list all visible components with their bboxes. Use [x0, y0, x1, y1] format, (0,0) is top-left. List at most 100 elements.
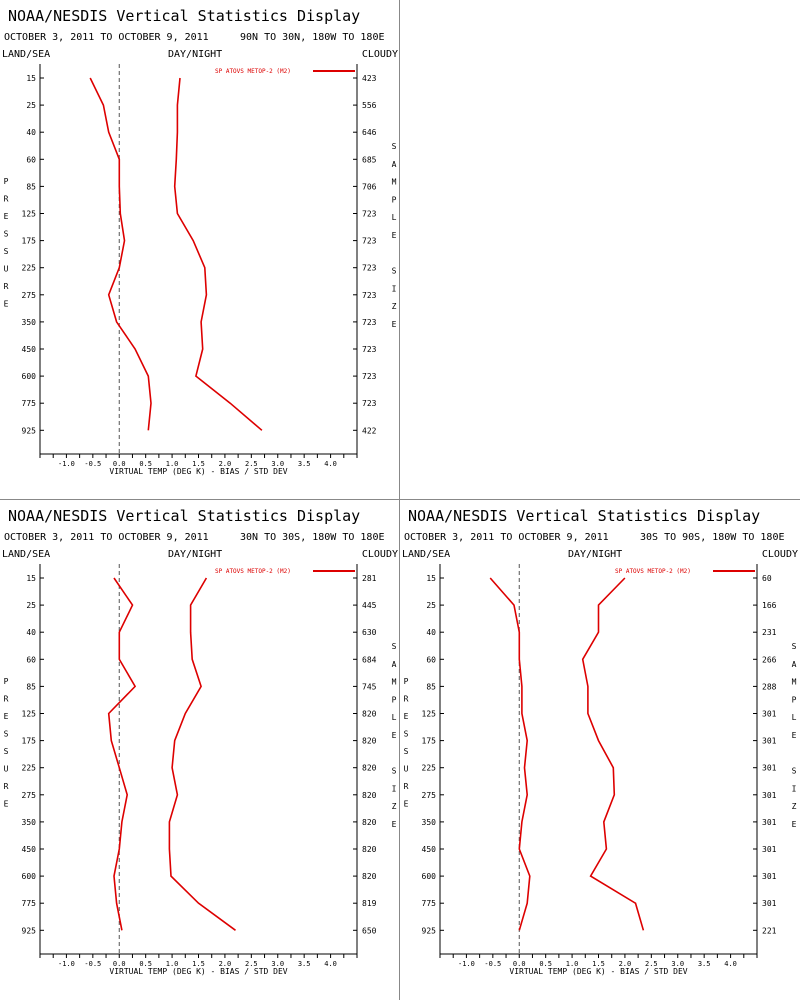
pressure-level-label: 60: [26, 655, 36, 664]
sample-size-label: 723: [362, 237, 377, 246]
x-tick-label: 3.5: [298, 960, 311, 968]
chart-title: NOAA/NESDIS Vertical Statistics Display: [408, 507, 760, 525]
x-tick-label: -0.5: [484, 960, 501, 968]
region-label: 90N TO 30N, 180W TO 180E: [240, 32, 385, 43]
sample-size-label: 301: [762, 899, 777, 908]
sample-size-axis-label-char: P: [392, 695, 397, 704]
x-tick-label: -1.0: [458, 960, 475, 968]
pressure-level-label: 60: [426, 655, 436, 664]
sample-size-label: 301: [762, 710, 777, 719]
x-tick-label: -1.0: [58, 460, 75, 468]
sample-size-label: 684: [362, 655, 377, 664]
sample-size-label: 820: [362, 764, 377, 773]
sample-size-label: 301: [762, 872, 777, 881]
x-tick-label: 3.0: [671, 960, 684, 968]
sample-size-label: 301: [762, 764, 777, 773]
panel-tropics: NOAA/NESDIS Vertical Statistics Display O…: [0, 500, 400, 1000]
sample-size-axis-label-char: Z: [792, 802, 797, 811]
sample-size-label: 301: [762, 791, 777, 800]
sample-size-label: 820: [362, 737, 377, 746]
x-tick-label: -0.5: [84, 960, 101, 968]
pressure-level-label: 775: [22, 899, 37, 908]
pressure-level-label: 925: [422, 926, 437, 935]
pressure-level-label: 225: [22, 264, 37, 273]
date-range: OCTOBER 3, 2011 TO OCTOBER 9, 2011: [404, 532, 609, 543]
sample-size-axis-label-char: L: [392, 713, 397, 722]
day-night-label: DAY/NIGHT: [168, 49, 222, 60]
sample-size-label: 820: [362, 710, 377, 719]
sample-size-label: 723: [362, 318, 377, 327]
x-tick-label: -0.5: [84, 460, 101, 468]
pressure-level-label: 40: [426, 628, 436, 637]
x-tick-label: 0.5: [139, 960, 152, 968]
x-tick-label: 0.0: [513, 960, 526, 968]
x-axis-label: VIRTUAL TEMP (DEG K) - BIAS / STD DEV: [109, 467, 287, 476]
pressure-level-label: 175: [22, 737, 37, 746]
sample-size-label: 281: [362, 574, 377, 583]
bias-line: [489, 577, 531, 931]
sample-size-axis-label-char: P: [792, 695, 797, 704]
y-axis-label-char: E: [4, 712, 9, 721]
sample-size-label: 820: [362, 818, 377, 827]
sample-size-label: 556: [362, 101, 377, 110]
sample-size-axis-label-char: L: [392, 213, 397, 222]
x-tick-label: 2.5: [645, 960, 658, 968]
horizontal-divider: [0, 499, 800, 500]
x-axis-label: VIRTUAL TEMP (DEG K) - BIAS / STD DEV: [109, 967, 287, 976]
pressure-level-label: 225: [22, 764, 37, 773]
pressure-level-label: 450: [422, 845, 437, 854]
x-tick-label: 0.0: [113, 960, 126, 968]
x-tick-label: 4.0: [324, 960, 337, 968]
legend-label: SP ATOVS METOP-2 (M2): [215, 68, 291, 75]
y-axis-label-char: P: [4, 677, 9, 686]
x-tick-label: 3.5: [298, 460, 311, 468]
sample-size-label: 231: [762, 628, 777, 637]
std-dev-line: [581, 577, 645, 931]
y-axis-label-char: R: [4, 695, 9, 704]
y-axis-label-char: S: [404, 747, 409, 756]
x-axis-label: VIRTUAL TEMP (DEG K) - BIAS / STD DEV: [509, 967, 687, 976]
pressure-level-label: 85: [26, 182, 36, 191]
x-tick-label: 3.5: [698, 960, 711, 968]
sample-size-axis-label-char: M: [392, 678, 397, 687]
day-night-label: DAY/NIGHT: [568, 549, 622, 560]
std-dev-line: [173, 77, 263, 431]
date-range: OCTOBER 3, 2011 TO OCTOBER 9, 2011: [4, 32, 209, 43]
sample-size-label: 820: [362, 845, 377, 854]
pressure-level-label: 175: [22, 237, 37, 246]
pressure-level-label: 40: [26, 628, 36, 637]
sample-size-axis-label-char: E: [392, 820, 397, 829]
y-axis-label-char: R: [4, 195, 9, 204]
chart-title: NOAA/NESDIS Vertical Statistics Display: [8, 507, 360, 525]
region-label: 30S TO 90S, 180W TO 180E: [640, 532, 785, 543]
pressure-level-label: 450: [22, 345, 37, 354]
x-tick-label: 0.5: [139, 460, 152, 468]
sample-size-label: 723: [362, 372, 377, 381]
sample-size-label: 423: [362, 74, 377, 83]
pressure-level-label: 275: [422, 791, 437, 800]
pressure-level-label: 25: [426, 601, 436, 610]
pressure-level-label: 175: [422, 737, 437, 746]
sample-size-axis-label-char: S: [792, 642, 797, 651]
sample-size-axis-label-char: A: [392, 660, 397, 669]
sample-size-axis-label-char: A: [792, 660, 797, 669]
y-axis-label-char: R: [404, 782, 409, 791]
pressure-level-label: 125: [22, 210, 37, 219]
y-axis-label-char: R: [404, 695, 409, 704]
pressure-level-label: 85: [426, 682, 436, 691]
sample-size-axis-label-char: L: [792, 713, 797, 722]
pressure-level-label: 60: [26, 155, 36, 164]
pressure-level-label: 25: [26, 101, 36, 110]
y-axis-label-char: P: [404, 677, 409, 686]
sample-size-axis-label-char: M: [392, 178, 397, 187]
y-axis-label-char: E: [404, 800, 409, 809]
legend-label: SP ATOVS METOP-2 (M2): [215, 568, 291, 575]
x-tick-label: 4.0: [724, 960, 737, 968]
sample-size-axis-label-char: E: [392, 231, 397, 240]
chart-tropics: NOAA/NESDIS Vertical Statistics Display O…: [2, 507, 398, 976]
sample-size-label: 685: [362, 155, 377, 164]
x-tick-label: 3.0: [271, 460, 284, 468]
chart-title: NOAA/NESDIS Vertical Statistics Display: [8, 7, 360, 25]
sample-size-label: 445: [362, 601, 377, 610]
bias-line: [89, 77, 152, 431]
